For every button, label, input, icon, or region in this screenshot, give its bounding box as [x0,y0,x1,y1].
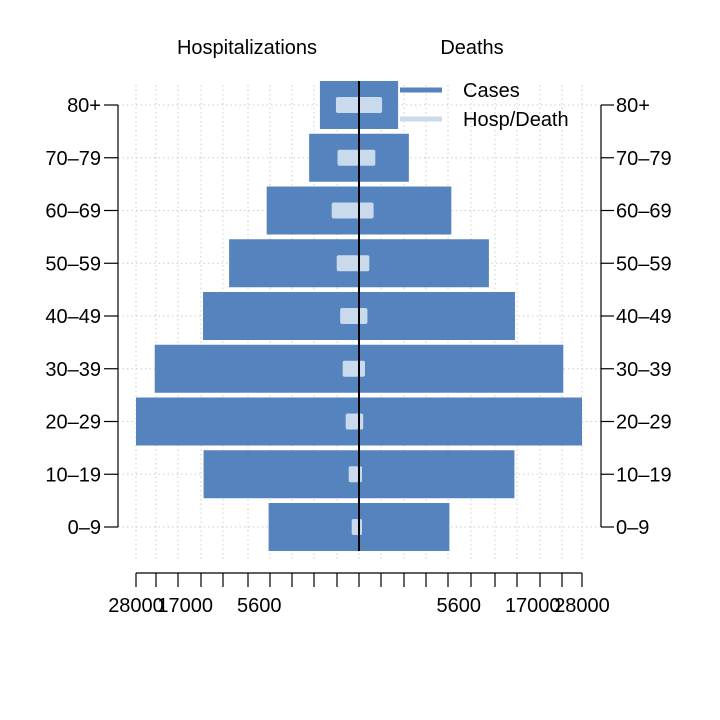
legend-label-hosp-death: Hosp/Death [463,109,569,131]
x-tick-label: 5600 [237,595,282,617]
bars [136,81,582,551]
case-bar-right [359,292,515,340]
left-category-label: 20–29 [45,412,101,434]
right-category-label: 0–9 [616,517,649,539]
outcome-bar-right [359,202,374,219]
left-category-label: 0–9 [68,517,101,539]
right-category-label: 30–39 [616,359,672,381]
outcome-bar-left [337,149,359,166]
case-bar-right [359,503,450,551]
case-bar-right [359,344,564,393]
case-bar-right [359,239,489,288]
x-tick-label: 17000 [157,595,213,617]
left-category-label: 80+ [67,95,101,117]
outcome-bar-left [351,519,359,535]
outcome-bar-left [331,202,359,219]
x-tick-label: 28000 [108,595,164,617]
left-category-label: 60–69 [45,201,101,223]
case-bar-left [203,292,359,340]
outcome-bar-right [359,255,370,272]
outcome-bar-right [359,360,365,377]
case-bar-right [359,397,582,446]
x-tick-label: 28000 [554,595,610,617]
right-category-label: 70–79 [616,148,672,170]
right-panel-title: Deaths [440,37,503,59]
right-category-label: 60–69 [616,201,672,223]
legend: Cases Hosp/Death [400,80,569,131]
x-tick-label: 5600 [436,595,481,617]
x-tick-label: 17000 [505,595,561,617]
right-category-label: 20–29 [616,412,672,434]
outcome-bar-right [359,308,368,324]
left-category-label: 50–59 [45,253,101,275]
case-bar-left [136,397,359,446]
left-category-label: 70–79 [45,148,101,170]
outcome-bar-right [359,149,376,166]
left-panel-title: Hospitalizations [177,37,317,59]
outcome-bar-right [359,413,364,430]
case-bar-right [359,186,452,235]
outcome-bar-left [335,97,359,113]
case-bar-left [154,344,359,393]
case-bar-left [203,450,359,499]
outcome-bar-left [336,255,359,272]
right-category-label: 10–19 [616,464,672,486]
left-category-label: 30–39 [45,359,101,381]
right-category-label: 40–49 [616,306,672,328]
outcome-bar-right [359,97,383,113]
right-category-label: 50–59 [616,253,672,275]
outcome-bar-left [348,466,359,483]
left-category-label: 40–49 [45,306,101,328]
outcome-bar-left [345,413,359,430]
left-category-label: 10–19 [45,464,101,486]
case-bar-left [268,503,359,551]
outcome-bar-left [342,360,359,377]
outcome-bar-left [340,308,359,324]
right-category-label: 80+ [616,95,650,117]
case-bar-right [359,450,515,499]
axes: 0–9 0–9 10–19 10–19 20–29 20–29 30–39 30–39 40–4… [45,81,672,617]
legend-label-cases: Cases [463,80,520,102]
